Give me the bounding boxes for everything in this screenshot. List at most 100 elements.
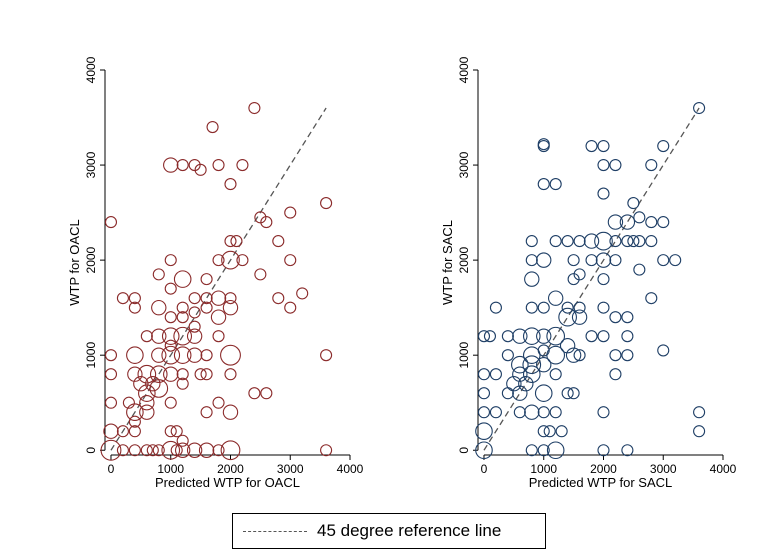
data-point bbox=[522, 346, 541, 364]
data-point bbox=[597, 406, 610, 419]
data-point bbox=[477, 387, 491, 400]
data-point bbox=[567, 254, 580, 267]
data-point bbox=[609, 254, 622, 267]
data-point bbox=[200, 349, 213, 362]
data-point bbox=[693, 101, 706, 115]
data-point bbox=[657, 254, 670, 267]
data-point bbox=[657, 216, 670, 229]
data-point bbox=[597, 330, 610, 343]
data-point bbox=[200, 406, 213, 419]
data-point bbox=[149, 379, 169, 398]
data-point bbox=[210, 290, 227, 306]
data-point bbox=[254, 211, 267, 224]
x-tick-label: 3000 bbox=[650, 462, 677, 476]
data-point bbox=[558, 307, 577, 327]
data-point bbox=[104, 396, 118, 409]
data-point bbox=[537, 425, 550, 438]
data-point bbox=[583, 233, 600, 249]
data-point bbox=[594, 231, 613, 251]
data-point bbox=[127, 366, 143, 382]
data-point bbox=[477, 368, 491, 381]
data-point bbox=[525, 235, 538, 248]
data-point bbox=[633, 263, 646, 276]
data-point bbox=[571, 309, 588, 325]
data-point bbox=[248, 387, 261, 400]
data-point bbox=[128, 292, 141, 305]
y-tick-label: 1000 bbox=[457, 342, 471, 369]
data-point bbox=[128, 444, 141, 457]
data-point bbox=[633, 235, 646, 248]
data-point bbox=[260, 387, 273, 400]
data-point bbox=[546, 441, 565, 460]
data-point bbox=[573, 268, 586, 281]
right-scatter-panel: 0 1000 2000 3000 4000 0 1000 2000 3000 4000 Predic… bbox=[440, 56, 737, 490]
data-point bbox=[522, 355, 542, 375]
legend-dashed-line-swatch bbox=[243, 531, 307, 532]
data-point bbox=[152, 268, 165, 281]
legend-label: 45 degree reference line bbox=[317, 521, 502, 540]
data-point bbox=[212, 159, 225, 172]
data-point bbox=[236, 159, 249, 172]
data-point bbox=[176, 377, 189, 390]
data-point bbox=[477, 406, 491, 419]
data-point bbox=[627, 235, 640, 248]
data-point bbox=[573, 349, 586, 362]
data-point bbox=[176, 434, 189, 447]
y-axis-title: WTP for OACL bbox=[67, 219, 82, 305]
data-point bbox=[512, 385, 528, 401]
data-point bbox=[549, 406, 562, 419]
y-tick-label: 4000 bbox=[457, 56, 471, 83]
data-point bbox=[573, 235, 586, 248]
data-point bbox=[220, 440, 241, 461]
x-tick-label: 2000 bbox=[590, 462, 617, 476]
data-point bbox=[163, 157, 179, 173]
data-point bbox=[693, 406, 706, 419]
data-point bbox=[145, 376, 161, 392]
data-point bbox=[549, 368, 562, 381]
data-point bbox=[161, 327, 180, 345]
data-point bbox=[212, 254, 225, 267]
data-point bbox=[104, 216, 118, 229]
data-point bbox=[627, 197, 640, 210]
data-point bbox=[534, 384, 553, 403]
data-point bbox=[140, 444, 153, 457]
data-point bbox=[543, 425, 556, 438]
data-point bbox=[100, 439, 122, 461]
data-point bbox=[212, 396, 225, 409]
data-point bbox=[212, 330, 225, 343]
data-point bbox=[522, 327, 541, 345]
data-point bbox=[511, 355, 529, 374]
data-point bbox=[657, 344, 670, 357]
data-point bbox=[475, 422, 493, 441]
data-point bbox=[585, 330, 598, 343]
y-tick-label: 0 bbox=[84, 447, 98, 454]
data-point bbox=[222, 404, 239, 420]
data-point bbox=[597, 159, 610, 172]
data-point bbox=[173, 270, 192, 288]
data-point bbox=[597, 273, 610, 286]
data-point bbox=[176, 368, 189, 381]
data-point bbox=[222, 299, 239, 316]
data-point bbox=[116, 425, 129, 438]
data-point bbox=[501, 387, 514, 400]
y-tick-label: 2000 bbox=[457, 246, 471, 273]
data-point bbox=[621, 349, 634, 362]
data-point bbox=[518, 376, 534, 392]
data-point bbox=[621, 444, 634, 457]
data-point bbox=[483, 330, 497, 343]
x-tick-label: 0 bbox=[108, 462, 115, 476]
data-point bbox=[546, 326, 566, 346]
data-point bbox=[559, 337, 576, 354]
data-point bbox=[200, 273, 213, 286]
data-point bbox=[537, 178, 550, 191]
y-tick-label: 3000 bbox=[457, 151, 471, 178]
data-point bbox=[161, 345, 181, 365]
y-tick-label: 3000 bbox=[84, 151, 98, 178]
data-point bbox=[561, 235, 574, 248]
left-scatter-panel: 0 1000 2000 3000 4000 0 1000 2000 3000 4000 Predic… bbox=[67, 56, 364, 490]
data-point bbox=[547, 290, 564, 306]
x-tick-label: 0 bbox=[481, 462, 488, 476]
data-point bbox=[188, 292, 201, 305]
data-point bbox=[198, 442, 215, 458]
data-point bbox=[170, 444, 183, 457]
